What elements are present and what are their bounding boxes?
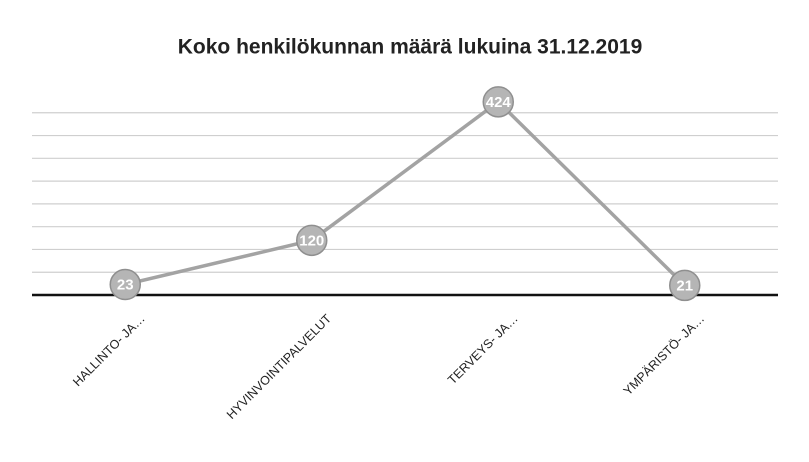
x-tick-label: HALLINTO- JA… xyxy=(70,312,148,390)
chart-title: Koko henkilökunnan määrä lukuina 31.12.2… xyxy=(178,36,643,59)
point-marker xyxy=(109,268,141,301)
point-marker xyxy=(482,86,514,118)
data-line xyxy=(124,99,686,287)
point-marker xyxy=(669,269,701,302)
data-label: 21 xyxy=(676,277,693,294)
x-tick-label: TERVEYS- JA… xyxy=(445,312,521,388)
point-marker xyxy=(296,224,328,257)
x-tick-label: YMPÄRISTÖ- JA… xyxy=(621,312,708,399)
data-label: 424 xyxy=(486,94,512,111)
data-label: 120 xyxy=(299,232,324,249)
data-label: 23 xyxy=(117,276,134,293)
x-tick-label: HYVINVOINTIPALVELUT xyxy=(224,311,335,422)
